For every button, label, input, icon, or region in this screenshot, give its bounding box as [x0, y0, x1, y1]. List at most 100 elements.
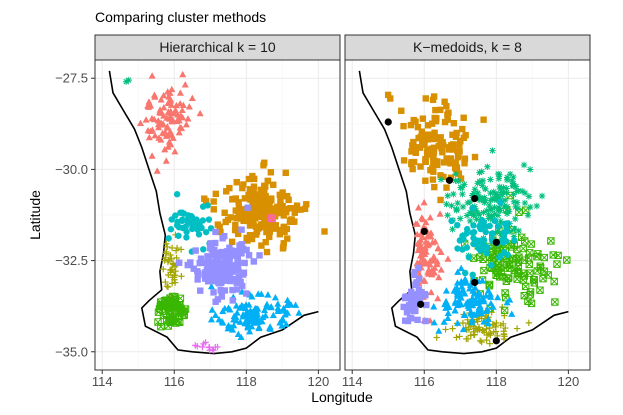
x-tick-label: 118 — [486, 374, 507, 389]
cluster-4-point — [553, 260, 561, 268]
cluster-5-point — [510, 173, 517, 181]
cluster-1-point — [160, 112, 168, 119]
cluster-6-point — [168, 216, 175, 223]
cluster-2-point — [285, 196, 292, 204]
cluster-3-point — [471, 331, 478, 338]
cluster-2-point — [428, 145, 435, 152]
cluster-1-point — [165, 115, 173, 122]
cluster-7-point — [230, 315, 238, 323]
cluster-1-point — [160, 103, 168, 111]
cluster-2-point — [276, 231, 284, 238]
cluster-2-point — [210, 198, 217, 205]
cluster-7-point — [271, 293, 279, 301]
cluster-2-point — [459, 125, 466, 133]
cluster-8-point — [210, 261, 218, 268]
cluster-1-point — [166, 97, 174, 104]
cluster-4-point — [530, 279, 539, 287]
cluster-1-point — [437, 266, 445, 273]
cluster-3-point — [459, 319, 467, 327]
cluster-2-point — [443, 159, 450, 166]
cluster-5-point — [471, 186, 479, 193]
cluster-7-point — [441, 300, 449, 308]
cluster-6-point — [496, 254, 503, 261]
cluster-3-point — [168, 266, 176, 273]
cluster-2-point — [424, 146, 431, 154]
cluster-5-point — [458, 184, 466, 192]
cluster-5-point — [473, 216, 480, 223]
cluster-2-point — [268, 196, 275, 204]
cluster-3-point — [486, 340, 493, 347]
cluster-8-point — [207, 240, 214, 247]
cluster-2-point — [257, 186, 264, 194]
cluster-6-point — [488, 261, 495, 269]
cluster-6-point — [469, 204, 476, 212]
cluster-2-point — [245, 175, 253, 183]
cluster-2-point — [232, 221, 239, 229]
cluster-1-point — [428, 267, 436, 274]
cluster-7-point — [282, 320, 290, 328]
cluster-8-point — [197, 255, 205, 262]
cluster-8-point — [224, 248, 231, 255]
cluster-8-point — [221, 273, 228, 281]
cluster-4-point — [527, 240, 535, 248]
cluster-2-point — [437, 106, 444, 114]
cluster-8-point — [221, 232, 228, 240]
cluster-8-point — [201, 275, 209, 282]
cluster-7-point — [281, 311, 289, 318]
cluster-4-point — [536, 262, 544, 270]
cluster-6-point — [465, 254, 473, 261]
cluster-1-point — [437, 248, 445, 255]
cluster-2-point — [410, 116, 417, 124]
cluster-7-point — [208, 306, 216, 313]
cluster-4-point — [500, 306, 509, 315]
cluster-6-point — [478, 246, 485, 253]
cluster-4-point — [540, 253, 548, 262]
cluster-2-point — [248, 235, 256, 243]
cluster-2-point — [412, 149, 420, 157]
cluster-6-point — [175, 223, 183, 231]
cluster-5-point — [125, 76, 132, 84]
cluster-5-point — [472, 207, 480, 214]
cluster-8-point — [405, 305, 412, 313]
cluster-1-point — [175, 128, 183, 136]
cluster-3-point — [513, 325, 521, 332]
cluster-8-point — [206, 261, 214, 268]
cluster-8-point — [403, 309, 411, 316]
cluster-5-point — [470, 190, 477, 197]
cluster-6-point — [173, 191, 181, 198]
cluster-2-point — [422, 95, 429, 102]
cluster-2-point — [431, 183, 438, 191]
cluster-5-point — [479, 182, 486, 189]
cluster-7-point — [248, 308, 256, 316]
cluster-7-point — [245, 301, 253, 308]
cluster-3-point — [165, 271, 172, 279]
cluster-7-point — [494, 293, 502, 301]
cluster-9-point — [205, 343, 213, 351]
cluster-2-point — [261, 185, 268, 192]
cluster-1-point — [172, 101, 180, 109]
cluster-3-point — [463, 335, 470, 343]
cluster-3-point — [525, 319, 533, 327]
cluster-7-point — [266, 323, 274, 330]
cluster-2-point — [462, 131, 469, 139]
x-axis-hierarchical: 114 116 118 120 — [92, 370, 329, 389]
cluster-3-point — [160, 265, 167, 273]
cluster-6-point — [183, 234, 190, 241]
cluster-2-point — [443, 103, 450, 110]
cluster-6-point — [475, 239, 483, 247]
cluster-10-point — [267, 214, 276, 222]
cluster-2-point — [438, 144, 445, 152]
cluster-4-point — [493, 269, 502, 277]
cluster-3-point — [164, 243, 171, 251]
cluster-5-point — [487, 205, 494, 213]
cluster-2-point — [250, 222, 258, 229]
cluster-6-point — [188, 221, 196, 228]
cluster-1-point — [159, 129, 167, 136]
cluster-2-point — [417, 163, 424, 170]
cluster-2-point — [272, 222, 279, 229]
cluster-2-point — [277, 198, 284, 205]
cluster-3-point — [163, 240, 170, 247]
cluster-4-point — [166, 294, 174, 302]
cluster-6-point — [195, 231, 203, 238]
